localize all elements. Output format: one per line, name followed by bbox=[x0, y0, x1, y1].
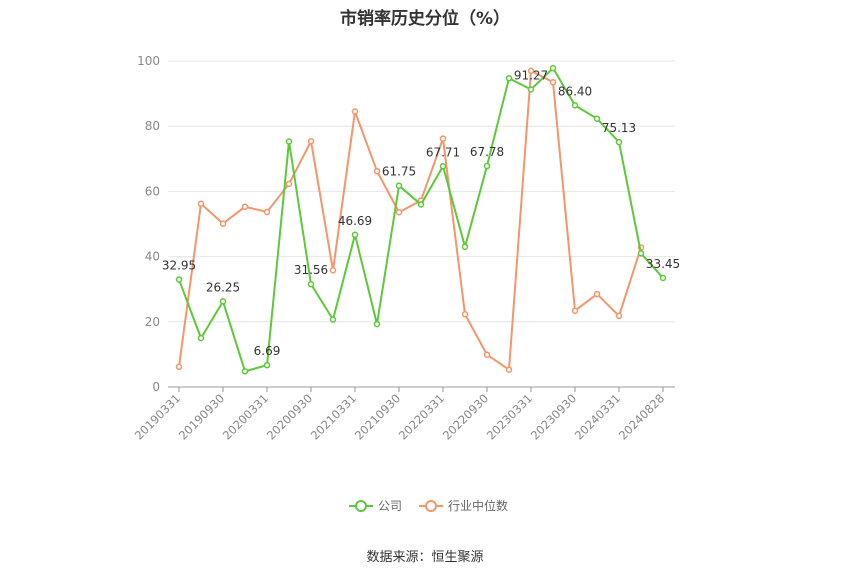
x-tick-label: 20210331 bbox=[308, 391, 359, 442]
x-tick-label: 20210930 bbox=[352, 391, 403, 442]
legend-marker bbox=[355, 500, 367, 512]
data-point bbox=[527, 67, 535, 75]
series-line bbox=[178, 67, 664, 373]
data-point bbox=[373, 320, 381, 328]
data-point bbox=[483, 351, 491, 358]
data-point bbox=[307, 280, 315, 288]
source-note: 数据来源：恒生聚源 bbox=[366, 550, 484, 565]
data-point bbox=[483, 162, 491, 170]
legend-marker bbox=[425, 500, 437, 512]
y-tick-label: 100 bbox=[137, 54, 160, 68]
data-point bbox=[175, 276, 183, 283]
data-point bbox=[549, 64, 557, 72]
data-label: 31.56 bbox=[294, 263, 328, 277]
grid-lines bbox=[168, 60, 675, 323]
data-point bbox=[549, 78, 557, 86]
data-point bbox=[351, 108, 359, 115]
data-point bbox=[175, 363, 183, 371]
y-axis-ticks: 0 20 40 60 80 100 bbox=[137, 54, 160, 394]
data-point bbox=[219, 298, 227, 305]
x-tick-label: 20240331 bbox=[572, 391, 623, 442]
data-point bbox=[527, 86, 535, 93]
data-point bbox=[197, 334, 205, 342]
data-label: 6.69 bbox=[254, 344, 281, 358]
legend-item-company: 公司 bbox=[349, 499, 402, 513]
data-point bbox=[505, 366, 513, 373]
chart-title: 市销率历史分位（%） bbox=[339, 9, 511, 29]
data-point bbox=[241, 203, 249, 210]
data-point bbox=[395, 209, 403, 216]
data-point bbox=[593, 290, 601, 298]
data-point bbox=[571, 307, 579, 314]
data-point bbox=[329, 316, 337, 323]
x-tick-label: 20190331 bbox=[132, 391, 183, 442]
x-tick-label: 20220331 bbox=[396, 391, 447, 442]
legend-item-industry-median: 行业中位数 bbox=[419, 498, 508, 513]
x-tick-label: 20200930 bbox=[264, 391, 315, 442]
data-point bbox=[593, 115, 601, 122]
data-point bbox=[285, 138, 293, 145]
data-label: 46.69 bbox=[338, 214, 372, 228]
data-point bbox=[307, 137, 315, 145]
y-tick-label: 20 bbox=[145, 315, 160, 329]
legend: 公司 行业中位数 bbox=[349, 498, 508, 513]
data-point bbox=[439, 135, 447, 142]
data-point bbox=[571, 102, 579, 109]
data-point bbox=[505, 75, 513, 82]
x-tick-label: 20230331 bbox=[484, 391, 535, 442]
series-line bbox=[178, 69, 642, 371]
data-point bbox=[219, 220, 227, 227]
data-label: 61.75 bbox=[382, 165, 416, 179]
data-point bbox=[461, 243, 469, 251]
data-label: 32.95 bbox=[162, 259, 196, 273]
series-layer bbox=[175, 64, 667, 375]
y-tick-label: 40 bbox=[145, 250, 160, 264]
data-label: 91.27 bbox=[514, 68, 548, 82]
data-point bbox=[263, 361, 271, 369]
x-tick-label: 20220930 bbox=[440, 391, 491, 442]
data-point bbox=[263, 208, 271, 216]
y-tick-label: 60 bbox=[145, 184, 160, 198]
data-point bbox=[417, 201, 425, 208]
data-labels: 32.95 26.25 6.69 31.56 46.69 61.75 67.71 67.78 9… bbox=[162, 68, 680, 358]
data-label: 33.45 bbox=[646, 257, 680, 271]
x-tick-label: 20240828 bbox=[616, 391, 667, 442]
legend-label: 公司 bbox=[378, 499, 402, 513]
series-industry-median bbox=[175, 67, 645, 373]
data-label: 67.78 bbox=[470, 145, 504, 159]
data-point bbox=[241, 368, 249, 375]
data-point bbox=[197, 200, 205, 208]
legend-label: 行业中位数 bbox=[448, 498, 508, 513]
data-point bbox=[637, 250, 645, 257]
data-point bbox=[329, 267, 337, 274]
data-point bbox=[351, 231, 359, 239]
x-tick-label: 20230930 bbox=[528, 391, 579, 442]
data-label: 75.13 bbox=[602, 121, 636, 135]
data-point bbox=[439, 163, 447, 170]
y-tick-label: 0 bbox=[152, 380, 160, 394]
data-point bbox=[285, 180, 293, 188]
data-point bbox=[615, 312, 623, 320]
x-tick-label: 20190930 bbox=[176, 391, 227, 442]
data-label: 86.40 bbox=[558, 84, 592, 98]
data-point bbox=[615, 138, 623, 146]
x-axis-ticks: 2019033120190930202003312020093020210331… bbox=[132, 387, 667, 443]
x-tick-label: 20200331 bbox=[220, 391, 271, 442]
data-point bbox=[659, 274, 667, 282]
data-point bbox=[373, 167, 381, 175]
y-tick-label: 80 bbox=[145, 119, 160, 133]
data-label: 26.25 bbox=[206, 280, 240, 294]
data-point bbox=[395, 182, 403, 189]
series-company bbox=[175, 64, 667, 375]
data-point bbox=[461, 311, 469, 318]
data-label: 67.71 bbox=[426, 145, 460, 159]
